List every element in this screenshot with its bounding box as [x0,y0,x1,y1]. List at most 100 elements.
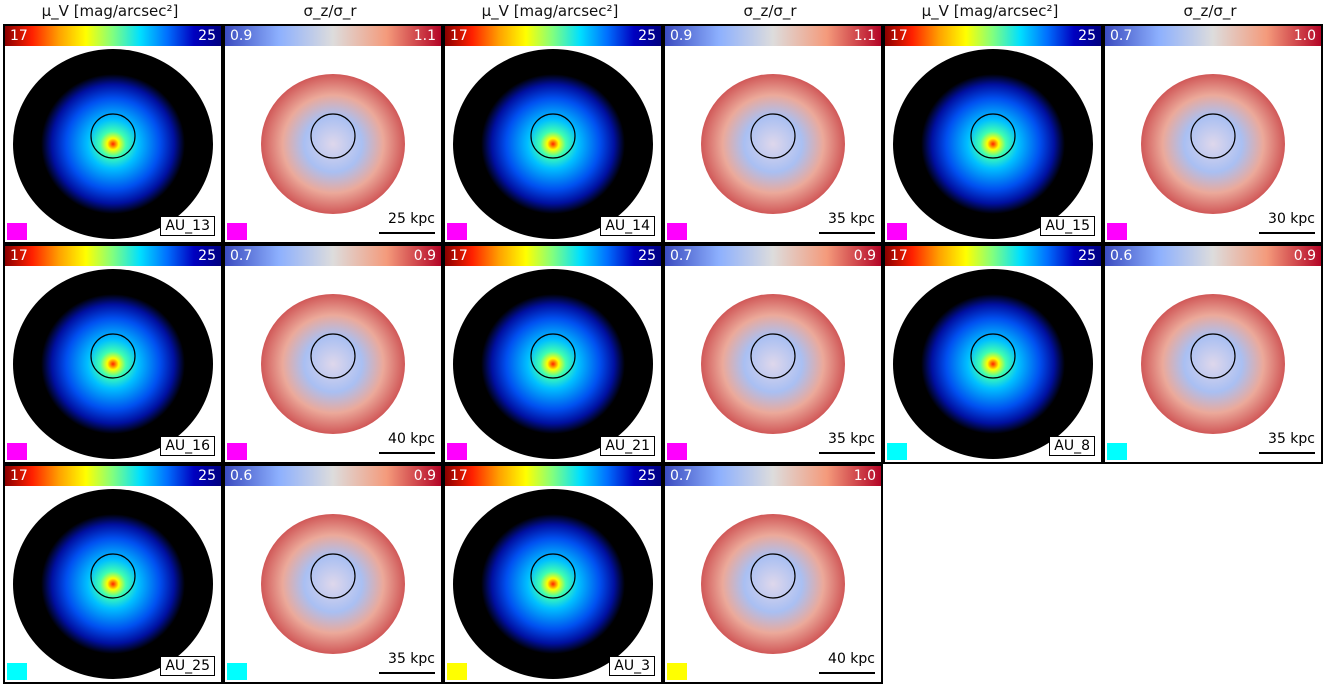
colorbar-min-label: 0.6 [230,468,253,484]
surface-brightness-panel-au_8: 17 25 AU_8 [883,244,1103,464]
colorbar-max-label: 1.1 [413,28,436,44]
colorbar-min-label: 17 [890,248,908,264]
scale-bar-label: 40 kpc [828,651,875,667]
surface-brightness-panel-au_25: 17 25 AU_25 [3,464,223,684]
group-marker [7,663,27,680]
surface-brightness-panel-au_15: 17 25 AU_15 [883,24,1103,244]
scale-bar-label: 35 kpc [828,211,875,227]
scale-bar-label: 40 kpc [388,431,435,447]
surface-brightness-panel-au_14: 17 25 AU_14 [443,24,663,244]
velocity-ratio-panel-au_8: 0.6 0.9 35 kpc [1103,244,1323,464]
header-col4: σ_z/σ_r [743,2,797,20]
group-marker [447,223,467,240]
velocity-ratio-panel-au_13: 0.9 1.1 25 kpc [223,24,443,244]
group-marker [7,223,27,240]
header-col2: σ_z/σ_r [303,2,357,20]
group-marker [227,663,247,680]
colorbar-max-label: 25 [198,28,216,44]
galaxy-name-label: AU_25 [160,656,215,676]
colorbar-min-label: 0.9 [230,28,253,44]
scale-bar: 40 kpc [379,431,435,454]
galaxy-name-label: AU_14 [600,216,655,236]
velocity-ratio-panel-au_16: 0.7 0.9 40 kpc [223,244,443,464]
galaxy-name-label: AU_21 [600,436,655,456]
group-marker [447,663,467,680]
colorbar-min-label: 0.7 [230,248,253,264]
colorbar-max-label: 0.9 [413,248,436,264]
scale-bar: 30 kpc [1259,211,1315,234]
colorbar-min-label: 17 [450,248,468,264]
scale-bar: 35 kpc [819,211,875,234]
scale-bar-line [819,672,875,674]
group-marker [667,443,687,460]
colorbar-min-label: 0.7 [1110,28,1133,44]
group-marker [447,443,467,460]
group-marker [1107,443,1127,460]
velocity-ratio-panel-au_21: 0.7 0.9 35 kpc [663,244,883,464]
group-marker [667,223,687,240]
scale-bar-label: 35 kpc [388,651,435,667]
scale-bar-label: 25 kpc [388,211,435,227]
colorbar-max-label: 25 [1078,248,1096,264]
colorbar-min-label: 17 [10,28,28,44]
galaxy-name-label: AU_15 [1040,216,1095,236]
scale-bar-line [379,672,435,674]
colorbar-min-label: 0.6 [1110,248,1133,264]
galaxy-name-label: AU_8 [1049,436,1095,456]
colorbar-min-label: 0.7 [670,468,693,484]
group-marker [667,663,687,680]
galaxy-name-label: AU_16 [160,436,215,456]
group-marker [887,223,907,240]
galaxy-name-label: AU_13 [160,216,215,236]
colorbar-min-label: 17 [10,248,28,264]
scale-bar-line [819,232,875,234]
scale-bar-label: 30 kpc [1268,211,1315,227]
scale-bar: 35 kpc [1259,431,1315,454]
colorbar-min-label: 17 [890,28,908,44]
colorbar-max-label: 0.9 [1293,248,1316,264]
group-marker [227,443,247,460]
group-marker [1107,223,1127,240]
velocity-ratio-panel-au_15: 0.7 1.0 30 kpc [1103,24,1323,244]
header-col5: μ_V [mag/arcsec²] [921,2,1059,20]
scale-bar: 35 kpc [379,651,435,674]
scale-bar-line [1259,452,1315,454]
colorbar-max-label: 0.9 [853,248,876,264]
colorbar-max-label: 25 [1078,28,1096,44]
surface-brightness-panel-au_16: 17 25 AU_16 [3,244,223,464]
colorbar-max-label: 1.0 [853,468,876,484]
velocity-ratio-panel-au_25: 0.6 0.9 35 kpc [223,464,443,684]
header-col1: μ_V [mag/arcsec²] [41,2,179,20]
surface-brightness-panel-au_3: 17 25 AU_3 [443,464,663,684]
group-marker [7,443,27,460]
colorbar-max-label: 25 [638,28,656,44]
header-col3: μ_V [mag/arcsec²] [481,2,619,20]
colorbar-max-label: 25 [198,248,216,264]
colorbar-max-label: 25 [638,248,656,264]
scale-bar-line [379,452,435,454]
scale-bar: 35 kpc [819,431,875,454]
velocity-ratio-panel-au_3: 0.7 1.0 40 kpc [663,464,883,684]
colorbar-min-label: 0.9 [670,28,693,44]
surface-brightness-panel-au_21: 17 25 AU_21 [443,244,663,464]
scale-bar: 40 kpc [819,651,875,674]
group-marker [887,443,907,460]
group-marker [227,223,247,240]
colorbar-min-label: 17 [10,468,28,484]
scale-bar: 25 kpc [379,211,435,234]
scale-bar-line [1259,232,1315,234]
scale-bar-label: 35 kpc [828,431,875,447]
colorbar-min-label: 0.7 [670,248,693,264]
colorbar-max-label: 25 [198,468,216,484]
galaxy-name-label: AU_3 [609,656,655,676]
scale-bar-label: 35 kpc [1268,431,1315,447]
scale-bar-line [819,452,875,454]
velocity-ratio-panel-au_14: 0.9 1.1 35 kpc [663,24,883,244]
colorbar-max-label: 1.1 [853,28,876,44]
colorbar-min-label: 17 [450,468,468,484]
colorbar-min-label: 17 [450,28,468,44]
colorbar-max-label: 0.9 [413,468,436,484]
colorbar-max-label: 1.0 [1293,28,1316,44]
header-col6: σ_z/σ_r [1183,2,1237,20]
colorbar-max-label: 25 [638,468,656,484]
